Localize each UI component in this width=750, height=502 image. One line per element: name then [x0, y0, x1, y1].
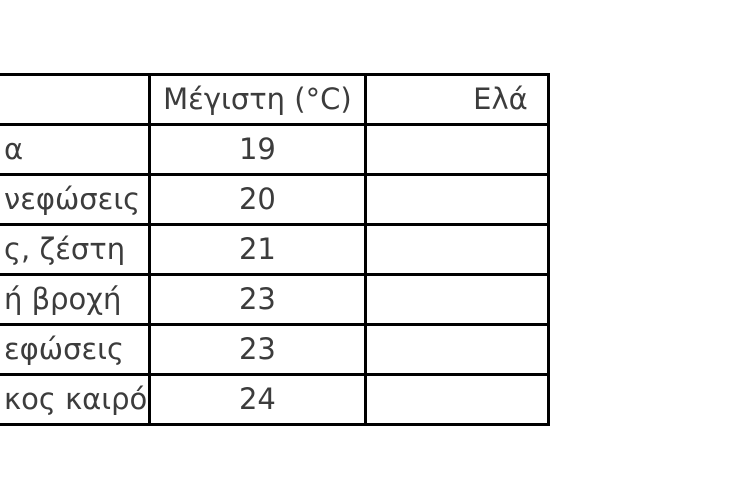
row-label-fragment: κος καιρό: [0, 373, 151, 426]
row-label-fragment: νεφώσεις: [0, 173, 151, 226]
row-max-temp: 23: [147, 273, 368, 326]
row-max-temp: 21: [147, 223, 368, 276]
row-min-temp: [364, 373, 550, 426]
row-max-temp: 20: [147, 173, 368, 226]
table-header: Μέγιστη (°C) Ελά: [0, 73, 550, 126]
row-label-fragment: ή βροχή: [0, 273, 151, 326]
header-row: Μέγιστη (°C) Ελά: [0, 73, 550, 126]
row-min-temp: [364, 123, 550, 176]
header-label-col: [0, 73, 151, 126]
table-row: εφώσεις 23: [0, 323, 550, 376]
header-min-temp-fragment: Ελά: [364, 73, 550, 126]
row-label-fragment: εφώσεις: [0, 323, 151, 376]
row-label-fragment: α: [0, 123, 151, 176]
row-min-temp: [364, 173, 550, 226]
header-max-temp: Μέγιστη (°C): [147, 73, 368, 126]
table-row: ή βροχή 23: [0, 273, 550, 326]
table-row: α 19: [0, 123, 550, 176]
table-row: κος καιρό 24: [0, 373, 550, 426]
row-max-temp: 24: [147, 373, 368, 426]
row-min-temp: [364, 223, 550, 276]
row-max-temp: 19: [147, 123, 368, 176]
table-row: νεφώσεις 20: [0, 173, 550, 226]
row-min-temp: [364, 273, 550, 326]
weather-temps-table: Μέγιστη (°C) Ελά α 19 νεφώσεις 20 ς, ζέσ…: [0, 73, 550, 426]
table-row: ς, ζέστη 21: [0, 223, 550, 276]
row-max-temp: 23: [147, 323, 368, 376]
row-min-temp: [364, 323, 550, 376]
table-body: α 19 νεφώσεις 20 ς, ζέστη 21 ή βροχή 23 …: [0, 123, 550, 426]
row-label-fragment: ς, ζέστη: [0, 223, 151, 276]
